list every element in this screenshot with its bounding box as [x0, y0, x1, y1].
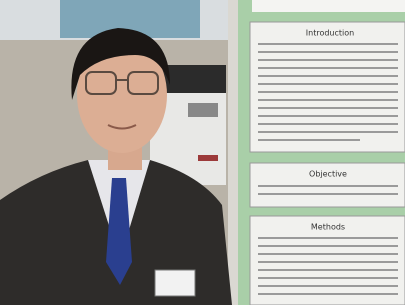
name-badge: [155, 270, 195, 296]
photo: Introduction Objective Methods: [0, 0, 405, 305]
section-heading: Introduction: [306, 29, 354, 38]
back-poster-figure: [188, 103, 218, 117]
back-poster-mark: [198, 155, 218, 161]
board-edge: [228, 0, 238, 305]
page: Introduction Objective Methods (() => { …: [0, 0, 405, 305]
section-heading: Objective: [309, 170, 347, 179]
section-heading: Methods: [311, 223, 345, 232]
top-panel: [252, 0, 405, 12]
